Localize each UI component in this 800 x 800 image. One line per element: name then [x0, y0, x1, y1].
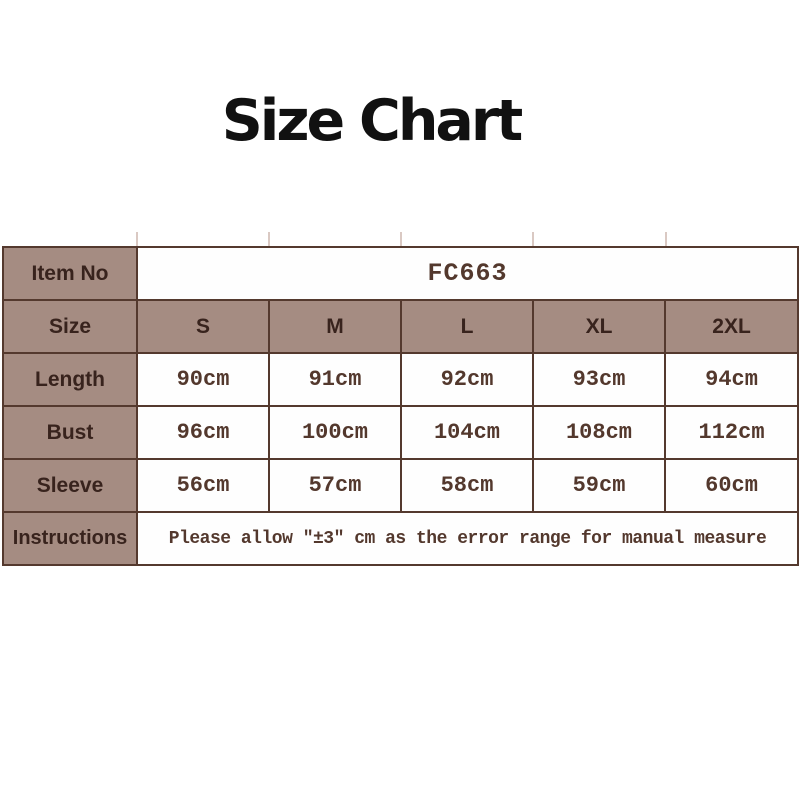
table-row-sleeve: Sleeve 56cm 57cm 58cm 59cm 60cm [2, 458, 800, 513]
sleeve-value-cell: 59cm [532, 458, 666, 513]
row-label-sleeve: Sleeve [2, 458, 138, 513]
ghost-line [400, 232, 402, 246]
row-label-bust: Bust [2, 405, 138, 460]
bust-value-cell: 100cm [268, 405, 402, 460]
length-value-cell: 92cm [400, 352, 534, 407]
table-row-size: Size S M L XL 2XL [2, 299, 800, 354]
length-value-cell: 91cm [268, 352, 402, 407]
sleeve-value-cell: 57cm [268, 458, 402, 513]
row-label-size: Size [2, 299, 138, 354]
instructions-value-cell: Please allow ″±3″ cm as the error range … [135, 511, 800, 566]
bust-value-cell: 96cm [136, 405, 270, 460]
bust-value-cell: 104cm [400, 405, 534, 460]
ghost-line [532, 232, 534, 246]
sleeve-value-cell: 58cm [400, 458, 534, 513]
length-value-cell: 93cm [532, 352, 666, 407]
size-cell-2xl: 2XL [663, 299, 800, 354]
ghost-line [136, 232, 138, 246]
table-row-bust: Bust 96cm 100cm 104cm 108cm 112cm [2, 405, 800, 460]
size-cell-l: L [400, 299, 534, 354]
bust-value-cell: 108cm [532, 405, 666, 460]
size-cell-m: M [268, 299, 402, 354]
table-row-length: Length 90cm 91cm 92cm 93cm 94cm [2, 352, 800, 407]
sleeve-value-cell: 60cm [663, 458, 800, 513]
ghost-line [268, 232, 270, 246]
row-label-instructions: Instructions [2, 511, 138, 566]
size-cell-s: S [136, 299, 270, 354]
row-label-item-no: Item No [2, 246, 138, 301]
table-row-instructions: Instructions Please allow ″±3″ cm as the… [2, 511, 800, 566]
sleeve-value-cell: 56cm [136, 458, 270, 513]
size-cell-xl: XL [532, 299, 666, 354]
bust-value-cell: 112cm [663, 405, 800, 460]
page-title: Size Chart [221, 88, 524, 154]
length-value-cell: 90cm [136, 352, 270, 407]
length-value-cell: 94cm [663, 352, 800, 407]
table-row-item-no: Item No FC663 [2, 246, 800, 301]
ghost-line [665, 232, 667, 246]
item-no-value-cell: FC663 [135, 246, 800, 301]
row-label-length: Length [2, 352, 138, 407]
size-chart-table: Item No FC663 Size S M L XL 2XL Length 9… [2, 246, 800, 566]
